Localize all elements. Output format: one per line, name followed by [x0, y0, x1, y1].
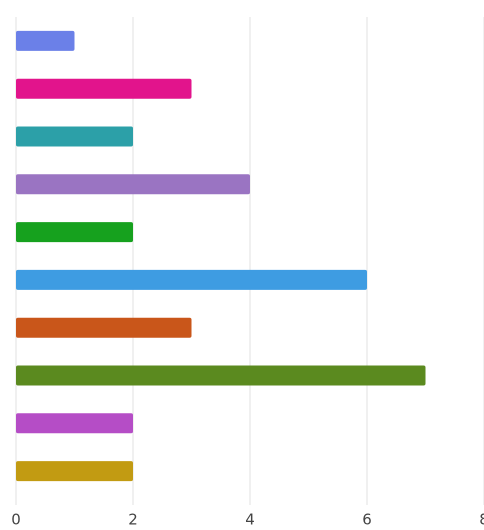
x-tick-label: 8 — [479, 511, 484, 529]
x-tick-label: 6 — [362, 511, 372, 529]
bar — [16, 78, 192, 99]
bar — [16, 222, 133, 243]
bar — [16, 126, 133, 147]
bar — [16, 461, 133, 482]
x-tick-label: 0 — [11, 511, 21, 529]
bar — [16, 30, 75, 51]
bar — [16, 269, 367, 290]
bar — [16, 317, 192, 338]
bar — [16, 365, 426, 386]
x-tick-label: 4 — [245, 511, 255, 529]
x-tick-label: 2 — [128, 511, 138, 529]
bar — [16, 174, 250, 195]
bar — [16, 413, 133, 434]
